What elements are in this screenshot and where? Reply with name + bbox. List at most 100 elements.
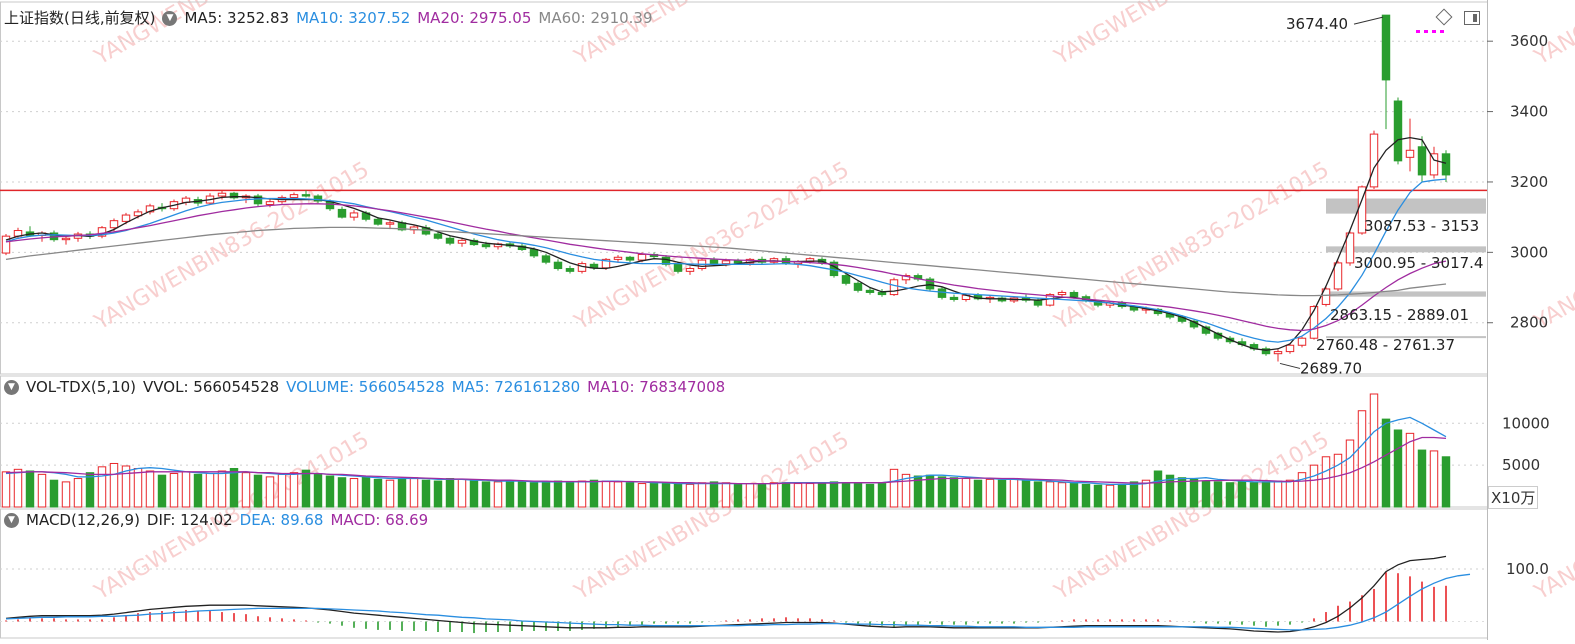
candle[interactable]	[1321, 286, 1331, 307]
volume-bar[interactable]	[577, 480, 587, 508]
candle[interactable]	[337, 206, 347, 219]
volume-bar[interactable]	[1057, 482, 1067, 508]
volume-bar[interactable]	[889, 468, 899, 508]
volume-bar[interactable]	[1309, 464, 1319, 508]
volume-bar[interactable]	[1021, 480, 1031, 508]
volume-bar[interactable]	[853, 483, 863, 508]
volume-bar[interactable]	[517, 481, 527, 508]
candle[interactable]	[1, 234, 11, 256]
volume-bar[interactable]	[529, 482, 539, 508]
volume-bar[interactable]	[385, 479, 395, 508]
volume-bar[interactable]	[1093, 484, 1103, 508]
candle[interactable]	[865, 287, 875, 295]
volume-bar[interactable]	[541, 481, 551, 508]
volume-bar[interactable]	[685, 483, 695, 508]
volume-bar[interactable]	[601, 480, 611, 508]
volume-bar[interactable]	[673, 483, 683, 508]
volume-bar[interactable]	[397, 478, 407, 508]
candle[interactable]	[373, 217, 383, 226]
volume-bar[interactable]	[1045, 481, 1055, 508]
volume-bar[interactable]	[745, 483, 755, 508]
candle[interactable]	[61, 235, 71, 245]
volume-bar[interactable]	[49, 479, 59, 508]
volume-bar[interactable]	[997, 479, 1007, 508]
volume-bar[interactable]	[757, 483, 767, 508]
volume-bar[interactable]	[553, 480, 563, 508]
volume-bar[interactable]	[1033, 481, 1043, 508]
volume-bar[interactable]	[349, 478, 359, 508]
volume-bar[interactable]	[1141, 479, 1151, 508]
volume-bar[interactable]	[637, 483, 647, 508]
volume-bar[interactable]	[1441, 456, 1451, 508]
volume-bar[interactable]	[1261, 481, 1271, 508]
candle[interactable]	[853, 281, 863, 293]
volume-bar[interactable]	[625, 482, 635, 508]
candle[interactable]	[1441, 150, 1451, 182]
candle[interactable]	[1345, 231, 1355, 266]
volume-bar[interactable]	[313, 473, 323, 508]
volume-bar[interactable]	[565, 482, 575, 508]
volume-bar[interactable]	[1333, 453, 1343, 508]
volume-bar[interactable]	[1285, 479, 1295, 508]
volume-bar[interactable]	[1297, 472, 1307, 508]
candle[interactable]	[1285, 343, 1295, 354]
volume-bar[interactable]	[817, 482, 827, 508]
candle[interactable]	[1261, 346, 1271, 356]
candle[interactable]	[313, 194, 323, 204]
volume-bar[interactable]	[1129, 481, 1139, 508]
volume-bar[interactable]	[121, 465, 131, 508]
volume-bar[interactable]	[97, 466, 107, 508]
volume-bar[interactable]	[1213, 481, 1223, 508]
volume-bar[interactable]	[133, 467, 143, 508]
candle[interactable]	[385, 220, 395, 230]
volume-bar[interactable]	[109, 462, 119, 508]
volume-bar[interactable]	[1393, 429, 1403, 508]
candle[interactable]	[1273, 349, 1283, 362]
volume-bar[interactable]	[505, 480, 515, 508]
volume-bar[interactable]	[1177, 477, 1187, 508]
volume-bar[interactable]	[373, 478, 383, 508]
volume-bar[interactable]	[193, 473, 203, 508]
volume-bar[interactable]	[253, 474, 263, 508]
candle[interactable]	[1429, 146, 1439, 179]
volume-bar[interactable]	[973, 479, 983, 508]
candle[interactable]	[97, 225, 107, 239]
volume-bar[interactable]	[277, 473, 287, 508]
candle[interactable]	[625, 255, 635, 263]
candle[interactable]	[841, 272, 851, 286]
candle[interactable]	[937, 287, 947, 300]
candle[interactable]	[349, 210, 359, 221]
panel-toggle-icon[interactable]	[1464, 11, 1480, 25]
volume-bar[interactable]	[169, 473, 179, 508]
volume-bar[interactable]	[61, 481, 71, 508]
volume-bar[interactable]	[265, 476, 275, 508]
volume-bar[interactable]	[493, 481, 503, 508]
volume-bar[interactable]	[841, 482, 851, 508]
volume-bar[interactable]	[649, 483, 659, 508]
chevron-down-icon[interactable]: ▼	[4, 512, 19, 528]
volume-bar[interactable]	[157, 474, 167, 508]
volume-panel[interactable]	[1, 393, 1451, 508]
volume-bar[interactable]	[301, 469, 311, 508]
volume-bar[interactable]	[661, 483, 671, 508]
volume-bar[interactable]	[937, 476, 947, 508]
macd-panel[interactable]	[5, 555, 1471, 634]
volume-bar[interactable]	[805, 483, 815, 508]
volume-bar[interactable]	[709, 481, 719, 508]
volume-bar[interactable]	[1081, 483, 1091, 508]
volume-bar[interactable]	[1, 471, 11, 508]
volume-bar[interactable]	[1009, 478, 1019, 508]
volume-bar[interactable]	[829, 481, 839, 508]
volume-bar[interactable]	[697, 482, 707, 508]
volume-bar[interactable]	[409, 477, 419, 508]
volume-bar[interactable]	[769, 482, 779, 508]
volume-bar[interactable]	[469, 480, 479, 508]
volume-bar[interactable]	[901, 473, 911, 508]
volume-bar[interactable]	[145, 470, 155, 508]
volume-bar[interactable]	[1225, 482, 1235, 508]
candle[interactable]	[1405, 118, 1415, 172]
volume-bar[interactable]	[337, 477, 347, 508]
candle[interactable]	[925, 276, 935, 292]
volume-bar[interactable]	[1417, 449, 1427, 508]
candle[interactable]	[685, 266, 695, 275]
